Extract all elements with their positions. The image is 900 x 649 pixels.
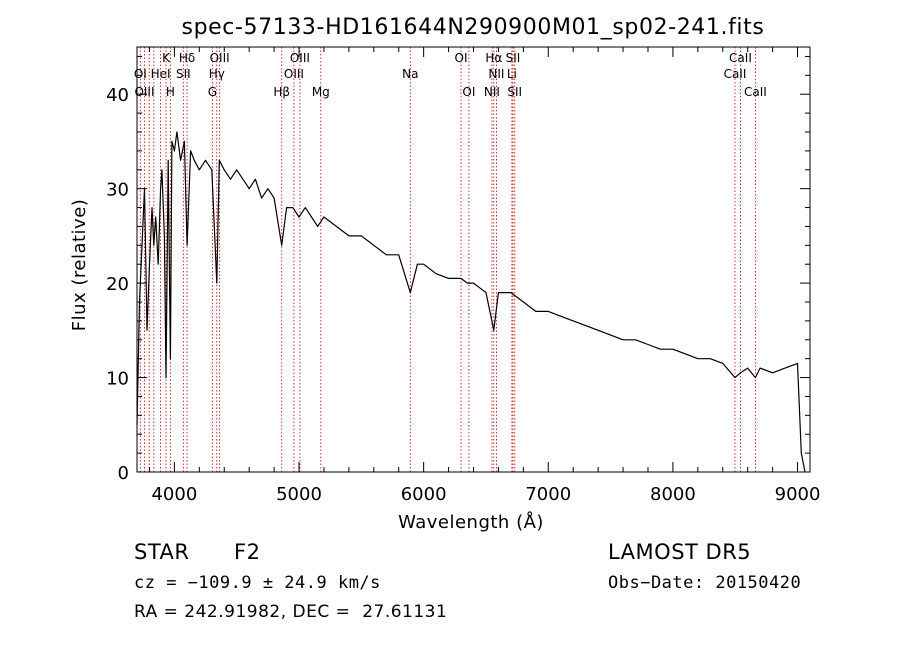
line-label: SII: [176, 67, 191, 81]
line-label: G: [208, 85, 217, 99]
line-label: OIII: [210, 51, 230, 65]
line-label: OI: [462, 85, 475, 99]
line-label: Hβ: [273, 85, 290, 99]
y-tick-label: 10: [106, 369, 129, 390]
line-label: H: [166, 85, 175, 99]
line-label: CaII: [729, 51, 752, 65]
line-label: NII: [484, 85, 500, 99]
line-label: CaII: [724, 67, 747, 81]
x-tick-label: 4000: [151, 484, 197, 505]
redshift-velocity: cz = −109.9 ± 24.9 km/s: [134, 573, 381, 593]
x-axis-label: Wavelength (Å): [398, 511, 544, 533]
x-tick-label: 5000: [276, 484, 322, 505]
line-label: SII: [506, 51, 521, 65]
line-label: OIII: [284, 67, 304, 81]
line-label: SII: [507, 85, 522, 99]
spectrum-line: [136, 131, 806, 473]
line-label: OIII: [290, 51, 310, 65]
x-tick-label: 8000: [650, 484, 696, 505]
x-tick-label: 6000: [401, 484, 447, 505]
line-label: Hα: [485, 51, 502, 65]
line-label: HeI: [151, 67, 171, 81]
spectrum-series: [136, 131, 806, 473]
line-label: Hδ: [179, 51, 195, 65]
line-label: Li: [507, 67, 517, 81]
line-label: Mg: [312, 85, 330, 99]
y-tick-label: 20: [106, 274, 129, 295]
line-label: K: [162, 51, 171, 65]
observation-date: Obs−Date: 20150420: [608, 573, 802, 593]
x-tick-label: 9000: [775, 484, 821, 505]
chart-title: spec-57133-HD161644N290900M01_sp02-241.f…: [182, 15, 765, 40]
line-label: OI: [134, 67, 147, 81]
sky-coordinates: RA = 242.91982, DEC = 27.61131: [134, 602, 448, 622]
y-axis-label: Flux (relative): [69, 199, 90, 332]
y-tick-label: 40: [106, 85, 129, 106]
emission-line-markers: [139, 47, 756, 472]
object-class: STAR: [134, 540, 190, 564]
plot-frame: [136, 46, 811, 473]
plot-axes: 4000 5000 6000 7000 8000 9000 0 10 20 30 40: [106, 46, 821, 505]
y-tick-label: 30: [106, 180, 129, 201]
line-label: OI: [455, 51, 468, 65]
x-tick-label: 7000: [525, 484, 571, 505]
y-tick-label: 0: [118, 463, 129, 484]
line-label: CaII: [744, 85, 767, 99]
line-label: Hγ: [209, 67, 225, 81]
line-label: OIII: [134, 85, 154, 99]
line-label: Na: [402, 67, 418, 81]
line-label: NII: [488, 67, 504, 81]
object-subclass: F2: [234, 540, 261, 564]
survey-name: LAMOST DR5: [608, 540, 752, 564]
